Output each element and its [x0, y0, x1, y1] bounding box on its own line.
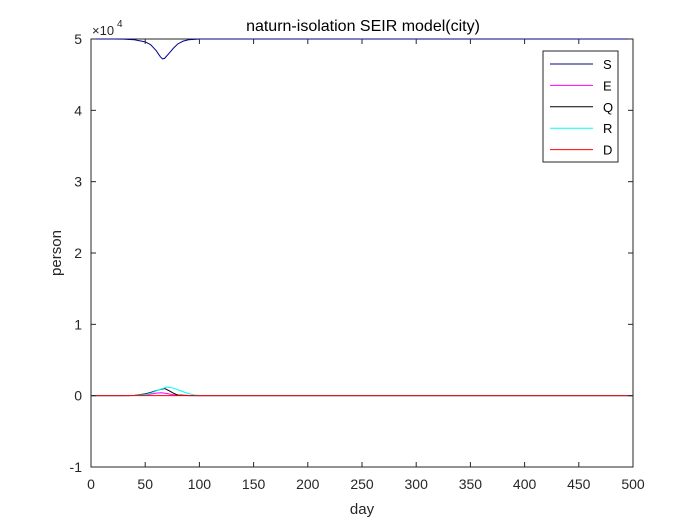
legend-label-d: D	[603, 143, 612, 158]
x-tick-label: 400	[513, 476, 537, 492]
x-tick-label: 50	[137, 476, 153, 492]
y-multiplier: ×10 4	[92, 19, 123, 38]
x-tick-label: 450	[567, 476, 591, 492]
y-multiplier-base: ×10	[92, 23, 114, 38]
y-tick-label: 1	[74, 316, 82, 332]
series-layer	[91, 38, 634, 397]
x-tick-label: 500	[621, 476, 645, 492]
y-tick-label: 5	[74, 31, 82, 47]
legend-label-e: E	[603, 78, 612, 93]
x-axis-label: day	[350, 501, 375, 518]
chart-title: naturn-isolation SEIR model(city)	[246, 18, 480, 35]
x-tick-label: 350	[459, 476, 483, 492]
y-multiplier-exponent: 4	[117, 19, 123, 30]
series-line-s	[91, 38, 633, 60]
y-tick-label: -1	[70, 459, 83, 475]
y-tick-label: 4	[74, 102, 82, 118]
y-axis-label: person	[48, 230, 65, 276]
y-tick-label: 3	[74, 174, 82, 190]
y-tick-label: 0	[74, 388, 82, 404]
x-tick-label: 300	[405, 476, 429, 492]
legend-label-q: Q	[603, 100, 613, 115]
x-tick-label: 100	[188, 476, 212, 492]
x-tick-label: 0	[87, 476, 95, 492]
x-tick-label: 150	[242, 476, 266, 492]
x-tick-label: 250	[350, 476, 374, 492]
legend-label-r: R	[603, 121, 612, 136]
legend-label-s: S	[603, 57, 612, 72]
x-tick-label: 200	[296, 476, 320, 492]
y-tick-label: 2	[74, 245, 82, 261]
series-line-r	[91, 386, 634, 397]
